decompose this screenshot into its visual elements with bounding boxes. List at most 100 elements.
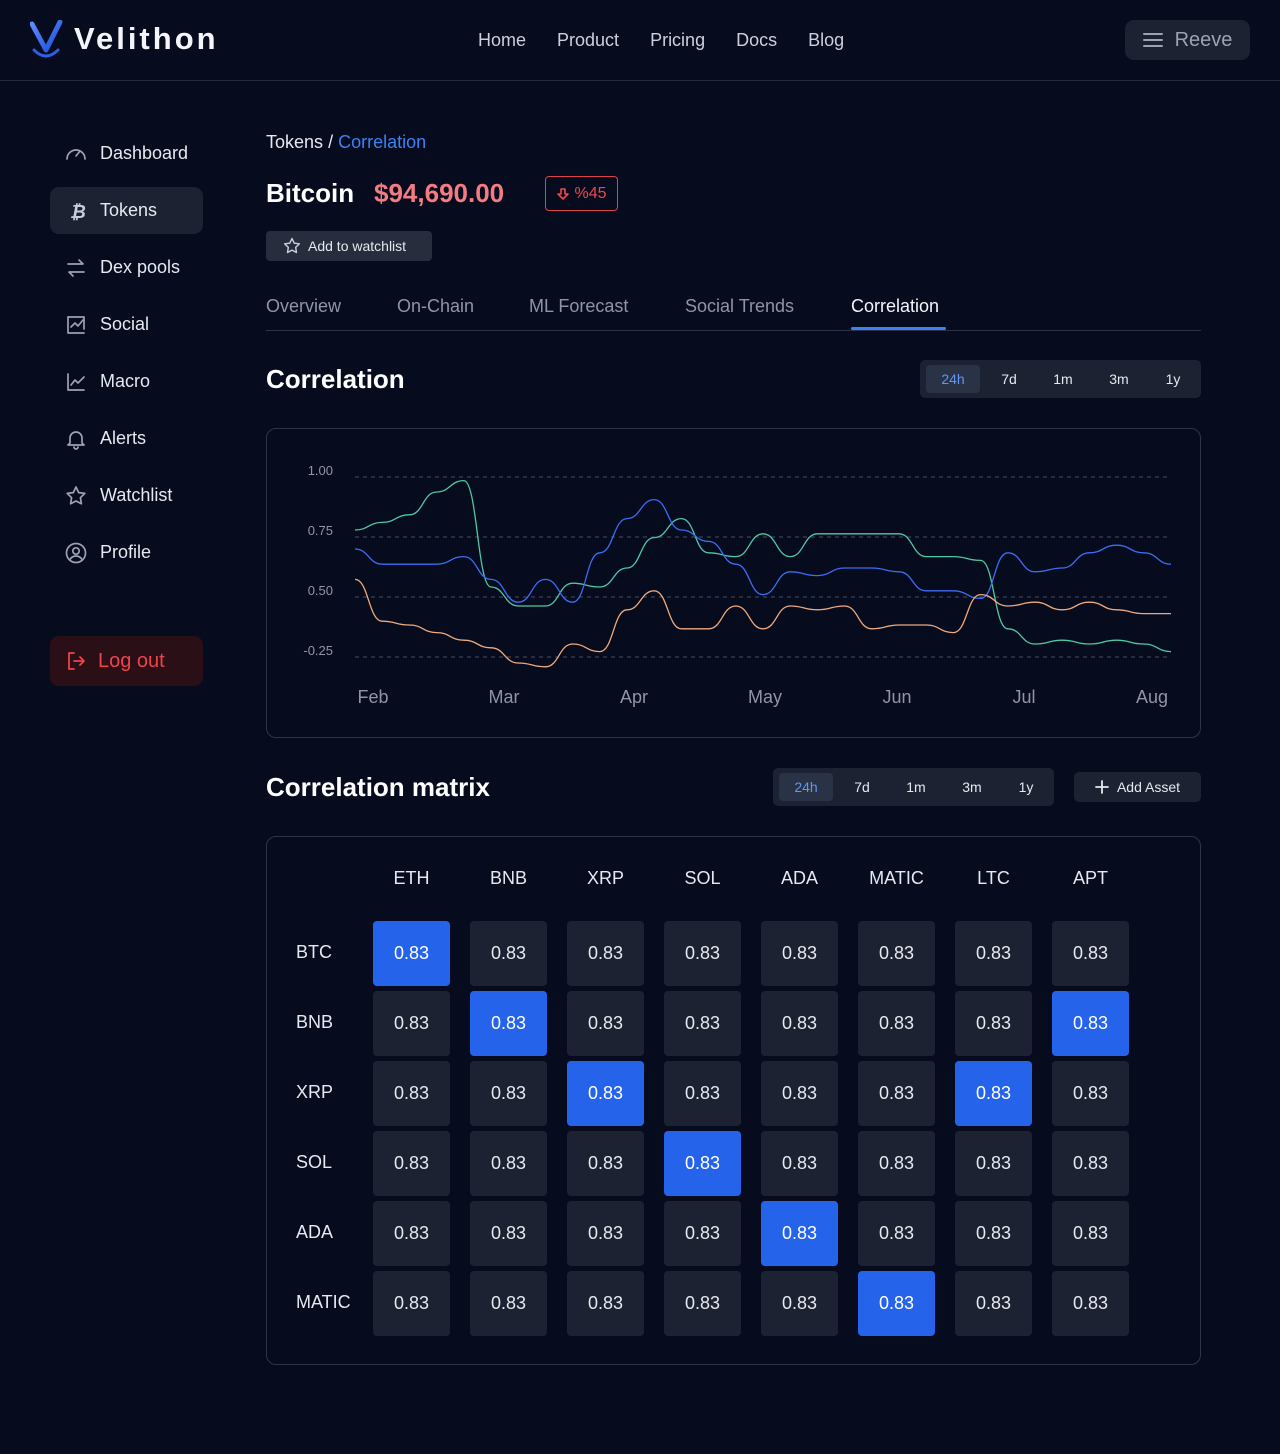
nav-home[interactable]: Home [478,30,527,50]
matrix-cell[interactable]: 0.83 [858,1201,935,1266]
series-line-3 [354,578,1171,668]
sidebar-item-profile[interactable]: Profile [50,529,203,576]
add-asset-button[interactable]: Add Asset [1074,772,1201,802]
correlation-chart-panel: 1.00 0.75 0.50 -0.25 Feb Mar Apr May Jun Jul Aug [266,428,1201,738]
velithon-logo-icon [30,20,63,58]
series-line-2 [354,498,1172,603]
user-name: Reeve [1174,28,1233,51]
range-3m[interactable]: 3m [962,779,982,795]
matrix-cell[interactable]: 0.83 [567,1271,644,1336]
range-1m[interactable]: 1m [1053,371,1073,387]
matrix-cell[interactable]: 0.83 [761,1201,838,1266]
matrix-cell[interactable]: 0.83 [373,1271,450,1336]
matrix-cell[interactable]: 0.83 [664,1131,741,1196]
matrix-cell[interactable]: 0.83 [1052,1131,1129,1196]
matrix-cell[interactable]: 0.83 [955,1061,1032,1126]
matrix-cell[interactable]: 0.83 [470,1271,547,1336]
matrix-cell[interactable]: 0.83 [373,991,450,1056]
range-3m[interactable]: 3m [1109,371,1129,387]
matrix-cell[interactable]: 0.83 [1052,1061,1129,1126]
sidebar-item-label: Dashboard [100,143,189,163]
matrix-cell[interactable]: 0.83 [858,1061,935,1126]
y-tick-label: -0.25 [303,643,333,658]
matrix-cell[interactable]: 0.83 [761,1061,838,1126]
matrix-cell[interactable]: 0.83 [664,1061,741,1126]
range-24h[interactable]: 24h [926,365,980,393]
matrix-cell[interactable]: 0.83 [664,1271,741,1336]
matrix-cell[interactable]: 0.83 [955,1131,1032,1196]
matrix-cell[interactable]: 0.83 [470,991,547,1056]
tab-overview[interactable]: Overview [266,296,342,316]
matrix-cell[interactable]: 0.83 [470,1201,547,1266]
matrix-cell[interactable]: 0.83 [761,921,838,986]
range-1y[interactable]: 1y [1018,779,1034,795]
matrix-cell[interactable]: 0.83 [373,921,450,986]
matrix-column-header: BNB [489,868,527,888]
matrix-cell[interactable]: 0.83 [373,1131,450,1196]
sidebar-item-social[interactable]: Social [50,301,203,348]
tab-ml-forecast[interactable]: ML Forecast [529,296,629,316]
arrow-down-icon [557,187,570,200]
sidebar-item-dashboard[interactable]: Dashboard [50,130,203,177]
matrix-cell[interactable]: 0.83 [1052,1201,1129,1266]
matrix-cell[interactable]: 0.83 [955,1201,1032,1266]
x-tick-label: Aug [1136,687,1168,707]
matrix-cell[interactable]: 0.83 [955,921,1032,986]
matrix-cell[interactable]: 0.83 [664,991,741,1056]
range-7d[interactable]: 7d [854,779,870,795]
range-24h[interactable]: 24h [779,773,833,801]
matrix-cell[interactable]: 0.83 [664,921,741,986]
breadcrumb-parent[interactable]: Tokens [266,132,324,152]
matrix-column-header: ADA [780,868,818,888]
matrix-cell[interactable]: 0.83 [567,921,644,986]
gauge-icon [66,148,86,160]
matrix-cell[interactable]: 0.83 [567,1131,644,1196]
nav-blog[interactable]: Blog [808,30,845,50]
matrix-cell[interactable]: 0.83 [567,1061,644,1126]
matrix-cell[interactable]: 0.83 [858,921,935,986]
tab-social-trends[interactable]: Social Trends [685,296,795,316]
matrix-cell[interactable]: 0.83 [1052,921,1129,986]
active-tab-indicator [851,327,946,330]
matrix-cell[interactable]: 0.83 [955,991,1032,1056]
sidebar-item-dex-pools[interactable]: Dex pools [50,244,203,291]
matrix-cell[interactable]: 0.83 [470,1061,547,1126]
matrix-cell[interactable]: 0.83 [567,1201,644,1266]
sidebar-item-tokens[interactable]: ₿ Tokens [50,187,203,234]
matrix-cell[interactable]: 0.83 [1052,991,1129,1056]
brand-logo[interactable]: Velithon [30,20,219,58]
range-7d[interactable]: 7d [1001,371,1017,387]
add-to-watchlist-button[interactable]: Add to watchlist [266,231,432,261]
range-1m[interactable]: 1m [906,779,926,795]
user-menu-button[interactable]: Reeve [1125,20,1250,60]
nav-product[interactable]: Product [557,30,620,50]
sidebar-item-alerts[interactable]: Alerts [50,415,203,462]
matrix-cell[interactable]: 0.83 [1052,1271,1129,1336]
matrix-cell[interactable]: 0.83 [761,991,838,1056]
matrix-cell[interactable]: 0.83 [858,991,935,1056]
sidebar-item-macro[interactable]: Macro [50,358,203,405]
tab-correlation[interactable]: Correlation [851,296,940,316]
matrix-cell[interactable]: 0.83 [373,1201,450,1266]
nav-pricing[interactable]: Pricing [650,30,706,50]
tab-on-chain[interactable]: On-Chain [397,296,475,316]
range-1y[interactable]: 1y [1165,371,1181,387]
matrix-cell[interactable]: 0.83 [373,1061,450,1126]
matrix-cell[interactable]: 0.83 [664,1201,741,1266]
logout-button[interactable]: Log out [50,636,203,686]
matrix-cell[interactable]: 0.83 [567,991,644,1056]
nav-docs[interactable]: Docs [736,30,778,50]
hamburger-menu-icon [1142,33,1163,47]
matrix-cell[interactable]: 0.83 [761,1271,838,1336]
matrix-cell[interactable]: 0.83 [858,1131,935,1196]
matrix-cell[interactable]: 0.83 [470,921,547,986]
x-tick-label: Feb [357,687,388,707]
sidebar-item-watchlist[interactable]: Watchlist [50,472,203,519]
asset-name: Bitcoin [266,178,355,208]
bitcoin-icon: ₿ [70,202,86,223]
matrix-cell[interactable]: 0.83 [470,1131,547,1196]
matrix-cell[interactable]: 0.83 [761,1131,838,1196]
matrix-cell[interactable]: 0.83 [858,1271,935,1336]
matrix-cell[interactable]: 0.83 [955,1271,1032,1336]
y-tick-label: 1.00 [308,463,333,478]
